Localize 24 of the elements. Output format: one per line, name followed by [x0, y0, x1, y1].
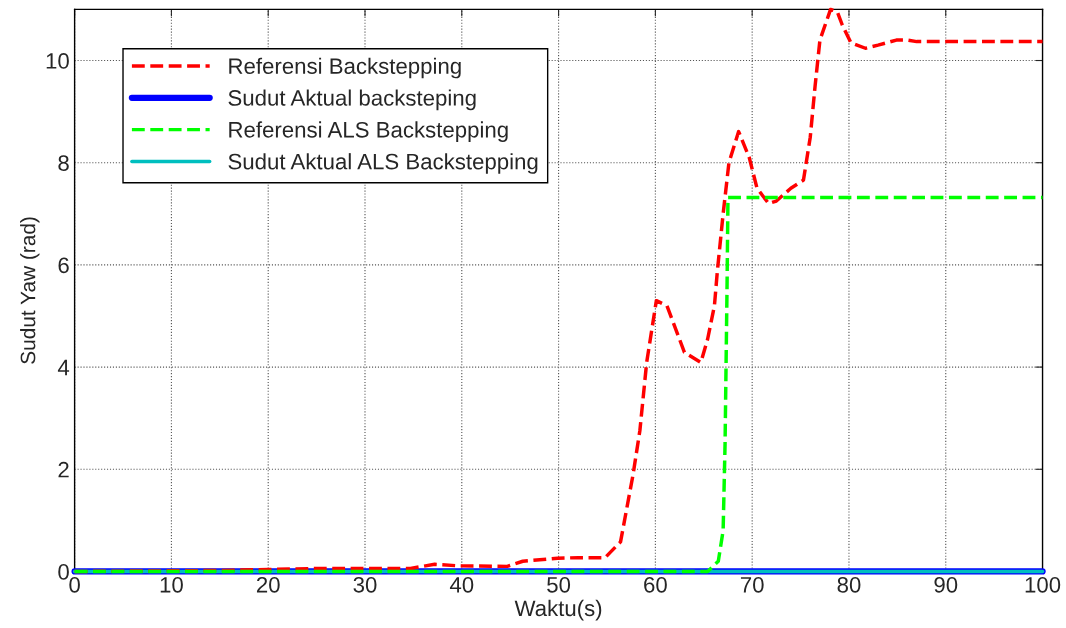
- y-tick-label: 6: [58, 257, 69, 274]
- y-tick-label: 8: [58, 155, 69, 171]
- y-axis-title: Sudut Yaw (rad): [20, 217, 40, 364]
- x-tick-label: 90: [934, 576, 958, 593]
- legend-label: Sudut Aktual ALS Backstepping: [228, 153, 538, 174]
- x-axis-title: Waktu(s): [514, 599, 602, 621]
- legend-label: Sudut Aktual backsteping: [228, 89, 476, 111]
- x-tick-label: 50: [547, 576, 571, 593]
- y-tick-label: 0: [58, 564, 69, 580]
- legend-label: Referensi Backstepping: [229, 57, 461, 79]
- x-tick-label: 10: [160, 576, 183, 593]
- x-tick-label: 70: [740, 576, 764, 593]
- x-tick-label: 100: [1025, 576, 1061, 593]
- x-tick-label: 80: [837, 576, 861, 593]
- x-tick-label: 40: [449, 576, 474, 593]
- line-series: [72, 195, 1045, 574]
- x-tick-label: 30: [353, 576, 377, 593]
- y-tick-label: 4: [57, 359, 70, 376]
- x-tick-label: 20: [256, 576, 280, 593]
- y-tick-label: 10: [46, 53, 69, 69]
- x-tick-label: 0: [69, 576, 80, 593]
- y-tick-label: 2: [58, 461, 69, 478]
- legend-label: Referensi ALS Backstepping: [229, 121, 508, 143]
- x-tick-label: 60: [644, 576, 667, 593]
